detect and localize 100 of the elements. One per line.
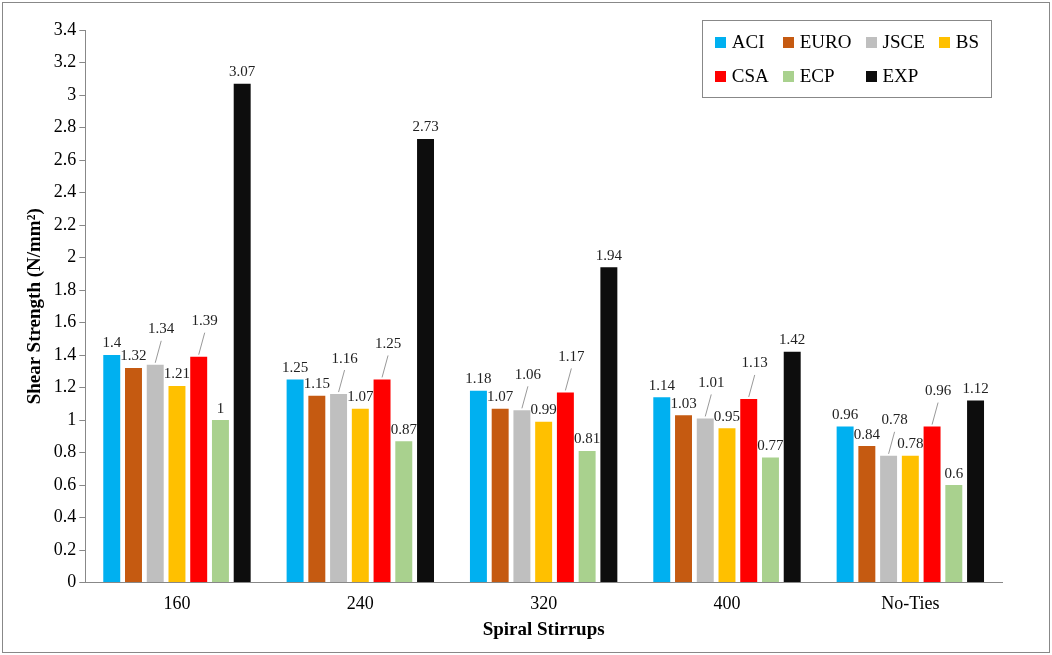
legend-label: ACI [731,31,765,53]
y-tick-label: 2.4 [53,181,77,202]
legend-label: CSA [731,65,769,87]
x-tick-label: No-Ties [881,593,940,614]
bar [740,398,758,583]
data-label: 1 [216,399,225,416]
bar [168,385,186,583]
bar [233,83,251,583]
bar [696,418,714,583]
data-label: 1.15 [303,375,330,392]
bar [469,390,487,583]
bar [535,421,553,583]
bar [417,138,435,583]
data-label: 1.25 [374,334,402,351]
bar [146,364,164,583]
bar [923,426,941,583]
data-label: 3.07 [229,63,256,80]
bar [395,441,413,583]
data-label: 0.78 [881,411,908,428]
legend-label: ECP [799,65,835,87]
legend-label: JSCE [882,31,925,53]
y-tick-label: 3 [67,83,77,104]
bar [373,379,391,583]
legend-label: BS [955,31,979,53]
data-label: 0.6 [944,464,964,481]
y-tick-label: 0.4 [53,506,77,527]
y-tick-label: 3.4 [53,18,77,39]
bar [308,395,326,583]
x-tick-label: 160 [163,593,191,614]
bar [513,410,531,583]
y-tick-label: 2 [67,246,77,267]
data-label: 1.01 [698,373,725,390]
data-label: 1.18 [465,370,492,387]
bar [653,397,671,583]
y-tick-label: 0.8 [53,441,77,462]
data-label: 0.96 [924,382,952,399]
y-tick-label: 1 [67,408,77,429]
bar [858,446,876,583]
bar [783,351,801,583]
y-tick-label: 0.2 [53,538,77,559]
data-label: 0.81 [574,430,601,447]
y-tick-label: 1.4 [53,343,77,364]
y-tick-label: 2.8 [53,116,77,137]
bar [718,428,736,583]
bar [330,394,348,583]
data-label: 0.96 [831,406,859,423]
data-label: 1.16 [331,349,359,366]
data-label: 0.87 [390,420,418,437]
data-label: 1.07 [487,388,514,405]
data-label: 1.32 [120,347,147,364]
data-label: 1.39 [191,312,218,329]
data-label: 0.77 [757,436,785,453]
bar [761,457,779,583]
bar [901,455,919,583]
y-tick-label: 3.2 [53,51,77,72]
data-label: 1.07 [347,388,374,405]
bar [945,485,963,583]
bar [351,408,369,583]
y-tick-label: 0 [67,571,77,592]
data-label: 1.03 [670,394,697,411]
data-label: 0.78 [897,435,924,452]
data-label: 1.17 [558,347,586,364]
data-label: 1.12 [962,380,989,396]
y-tick-label: 2.2 [53,213,77,234]
x-tick-label: 320 [530,593,558,614]
data-label: 1.14 [648,376,676,393]
bar [125,368,142,583]
x-tick-label: 240 [346,593,374,614]
bar [211,420,229,583]
y-tick-label: 1.6 [53,311,77,332]
data-label: 0.99 [530,401,557,418]
bar [836,426,854,583]
data-label: 1.06 [514,365,542,382]
y-axis-title: Shear Strength (N/mm²) [23,208,46,405]
y-tick-label: 2.6 [53,148,77,169]
bar [491,408,509,583]
y-tick-label: 0.6 [53,473,77,494]
data-label: 0.84 [853,425,881,442]
data-label: 0.95 [713,407,741,424]
bar [600,267,618,583]
bar [578,450,596,583]
data-label: 1.42 [779,331,806,348]
data-label: 1.13 [741,354,768,371]
data-label: 1.94 [595,246,623,263]
bar [880,455,898,583]
data-label: 1.34 [148,320,175,337]
x-axis-title: Spiral Stirrups [482,617,605,639]
bar [675,415,692,583]
data-label: 2.73 [412,118,439,135]
y-tick-label: 1.2 [53,376,77,397]
data-label: 1.21 [163,365,191,382]
legend-label: EURO [799,31,852,53]
y-tick-label: 1.8 [53,278,77,299]
data-label: 1.25 [281,358,309,375]
data-label: 1.4 [102,334,122,351]
bar [967,400,985,583]
bar [103,355,121,583]
x-tick-label: 400 [713,593,741,614]
bar [556,392,574,583]
bar [190,356,208,583]
